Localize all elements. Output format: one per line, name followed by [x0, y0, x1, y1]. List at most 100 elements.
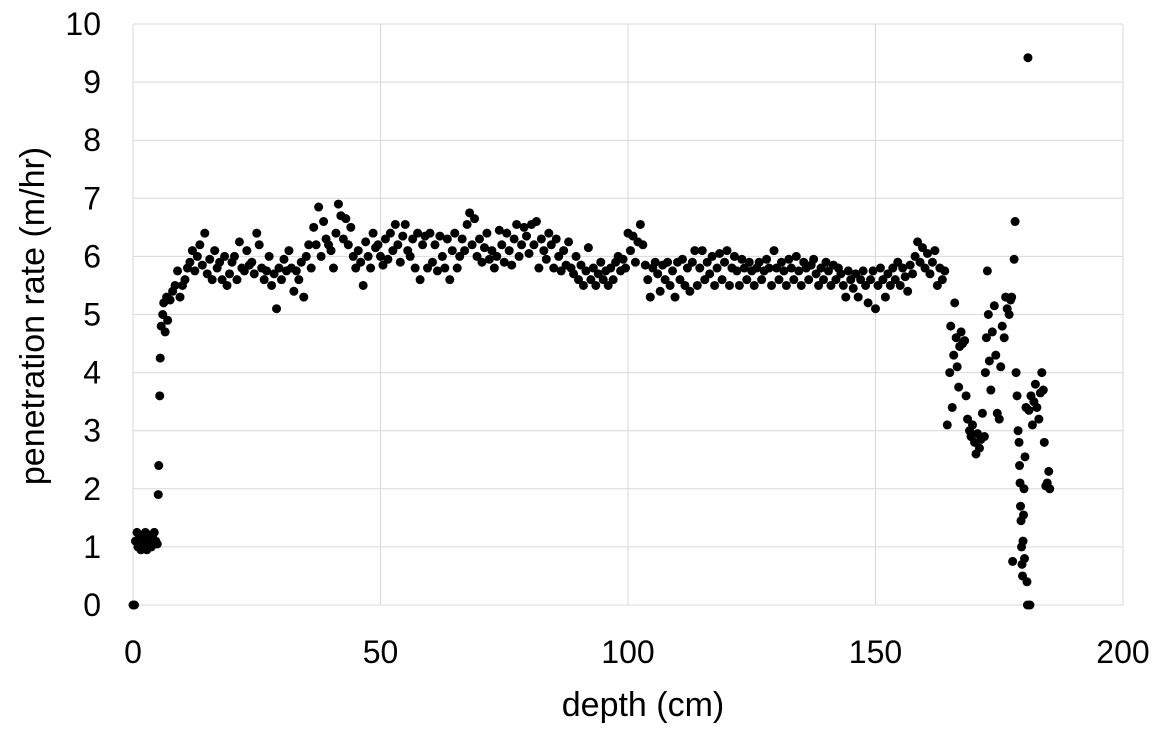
- data-point: [638, 240, 648, 250]
- data-point: [1008, 556, 1018, 566]
- data-point: [418, 240, 428, 250]
- data-point: [1018, 536, 1028, 546]
- data-point: [341, 214, 351, 224]
- data-point: [650, 257, 660, 267]
- data-point: [328, 263, 338, 273]
- data-point: [254, 240, 264, 250]
- data-point: [497, 240, 507, 250]
- data-point: [908, 269, 918, 279]
- data-point: [670, 292, 680, 302]
- data-point: [314, 202, 324, 212]
- data-point: [163, 315, 173, 325]
- y-tick-label: 10: [65, 6, 101, 42]
- data-point: [450, 228, 460, 238]
- data-point: [794, 266, 804, 276]
- data-point: [445, 275, 455, 285]
- data-point: [180, 275, 190, 285]
- data-point: [477, 257, 487, 267]
- data-point: [640, 260, 650, 270]
- data-point: [489, 263, 499, 273]
- data-point: [875, 263, 885, 273]
- data-point: [190, 266, 200, 276]
- data-point: [722, 246, 732, 256]
- data-point: [457, 234, 467, 244]
- data-point: [1024, 405, 1034, 415]
- data-point: [945, 368, 955, 378]
- data-point: [705, 269, 715, 279]
- x-tick-label: 150: [849, 634, 902, 670]
- data-point: [262, 266, 272, 276]
- data-point: [581, 266, 591, 276]
- data-point: [1016, 501, 1026, 511]
- data-point: [504, 246, 514, 256]
- data-point: [529, 240, 539, 250]
- data-point: [737, 254, 747, 264]
- data-point: [509, 234, 519, 244]
- data-point: [499, 257, 509, 267]
- data-point: [1009, 254, 1019, 264]
- data-point: [880, 292, 890, 302]
- data-point: [961, 391, 971, 401]
- data-point: [160, 327, 170, 337]
- data-point: [432, 266, 442, 276]
- data-point: [937, 275, 947, 285]
- data-point: [361, 237, 371, 247]
- data-point: [405, 251, 415, 261]
- data-point: [1019, 554, 1029, 564]
- data-point: [1037, 368, 1047, 378]
- data-point: [781, 280, 791, 290]
- data-point: [720, 257, 730, 267]
- data-point: [999, 333, 1009, 343]
- data-point: [982, 266, 992, 276]
- y-axis-title: penetration rate (m/hr): [14, 147, 52, 485]
- data-point: [551, 234, 561, 244]
- data-point: [710, 280, 720, 290]
- data-point: [841, 292, 851, 302]
- data-point: [413, 228, 423, 238]
- data-point: [524, 248, 534, 258]
- data-point: [259, 275, 269, 285]
- data-point: [821, 257, 831, 267]
- data-point: [494, 225, 504, 235]
- data-point: [272, 304, 282, 314]
- data-point: [981, 333, 991, 343]
- data-point: [930, 246, 940, 256]
- data-point: [692, 280, 702, 290]
- data-point: [549, 263, 559, 273]
- data-point: [440, 263, 450, 273]
- data-point: [789, 275, 799, 285]
- data-point: [1004, 310, 1014, 319]
- data-point: [192, 251, 202, 261]
- data-point: [786, 263, 796, 273]
- data-point: [442, 234, 452, 244]
- data-point: [220, 251, 230, 261]
- data-point: [922, 248, 932, 258]
- data-point: [299, 292, 309, 302]
- data-point: [170, 280, 180, 290]
- data-point: [715, 248, 725, 258]
- data-point: [1045, 484, 1055, 494]
- data-point: [687, 257, 697, 267]
- data-point: [868, 266, 878, 276]
- data-point: [210, 246, 220, 256]
- data-point: [950, 298, 960, 308]
- data-point: [502, 228, 512, 238]
- y-tick-label: 1: [83, 529, 101, 565]
- data-point: [900, 272, 910, 282]
- data-point: [697, 246, 707, 256]
- data-point: [764, 263, 774, 273]
- data-point: [425, 228, 435, 238]
- data-point: [663, 257, 673, 267]
- data-point: [927, 257, 937, 267]
- y-tick-label: 8: [83, 122, 101, 158]
- data-point: [571, 251, 581, 261]
- data-point: [154, 461, 164, 471]
- y-tick-label: 2: [83, 471, 101, 507]
- data-point: [677, 254, 687, 264]
- data-point: [767, 280, 777, 290]
- data-point: [363, 251, 373, 261]
- data-point: [578, 280, 588, 290]
- x-tick-label: 200: [1096, 634, 1149, 670]
- data-point: [460, 246, 470, 256]
